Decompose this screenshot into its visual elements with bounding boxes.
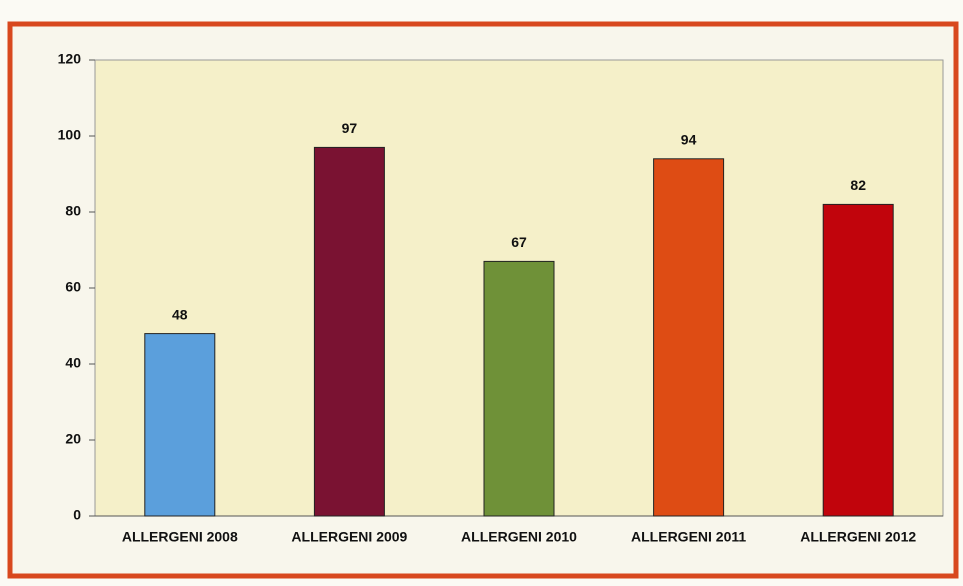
y-tick-label: 100 — [58, 127, 82, 143]
x-tick-label: ALLERGENI 2009 — [291, 529, 407, 545]
data-label: 97 — [342, 120, 358, 136]
bar — [483, 260, 555, 517]
x-tick-label: ALLERGENI 2010 — [461, 529, 577, 545]
bar — [144, 333, 216, 517]
y-tick-label: 60 — [65, 279, 81, 295]
x-tick-label: ALLERGENI 2008 — [122, 529, 238, 545]
y-tick-label: 0 — [73, 507, 81, 523]
y-tick-label: 40 — [65, 355, 81, 371]
x-tick-label: ALLERGENI 2012 — [800, 529, 916, 545]
bar — [313, 146, 385, 517]
bar — [822, 203, 894, 517]
data-label: 48 — [172, 306, 188, 322]
bar — [653, 158, 725, 517]
x-tick-label: ALLERGENI 2011 — [631, 529, 746, 545]
data-label: 67 — [511, 234, 527, 250]
y-tick-label: 120 — [58, 51, 82, 67]
data-label: 82 — [850, 177, 866, 193]
y-tick-label: 80 — [65, 203, 81, 219]
data-label: 94 — [681, 132, 697, 148]
y-tick-label: 20 — [65, 431, 81, 447]
